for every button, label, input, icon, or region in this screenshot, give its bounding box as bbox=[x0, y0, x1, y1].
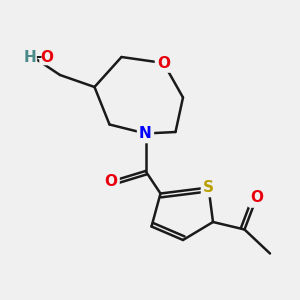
Text: O: O bbox=[157, 56, 170, 70]
Text: O: O bbox=[40, 50, 53, 64]
Text: S: S bbox=[203, 180, 214, 195]
Text: O: O bbox=[250, 190, 263, 206]
Text: N: N bbox=[139, 126, 152, 141]
Text: H: H bbox=[24, 50, 36, 64]
Text: O: O bbox=[104, 174, 118, 189]
Text: -: - bbox=[35, 50, 41, 64]
